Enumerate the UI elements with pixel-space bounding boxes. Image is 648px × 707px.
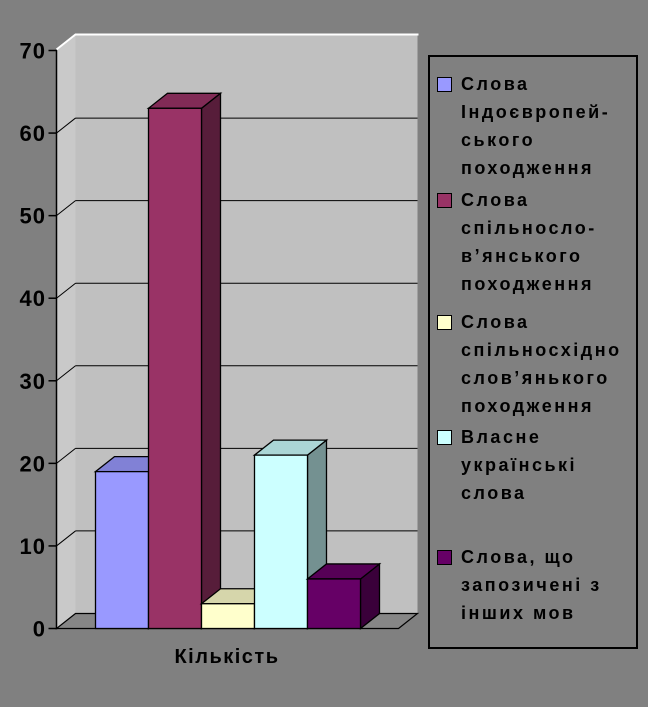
legend-label: Слова Індоєвропей- ського походження [461, 74, 611, 178]
bar-3-front [200, 603, 256, 630]
legend-swatch-series-5 [437, 550, 452, 565]
category-label: Кількість [174, 646, 279, 668]
legend-item: Слова спільносло- в’янського походження [437, 186, 597, 298]
gridline-side [56, 530, 76, 547]
gridline-side [56, 117, 76, 134]
legend: Слова Індоєвропей- ського походження Сло… [428, 55, 638, 649]
legend-item: Слова Індоєвропей- ського походження [437, 70, 610, 182]
bar-1-front [94, 470, 150, 630]
y-tick-label: 10 [20, 534, 46, 559]
legend-item: Слова, що запозичені з інших мов [437, 543, 602, 627]
legend-swatch-series-4 [437, 430, 452, 445]
gridline-side [56, 200, 76, 217]
gridline-side [56, 282, 76, 299]
legend-label: Слова спільносхідно слов’янького походже… [461, 312, 622, 416]
y-tick-label: 20 [20, 451, 46, 476]
bar-5-front [306, 578, 362, 630]
y-tick-label: 70 [20, 39, 46, 64]
gridline-side [56, 447, 76, 464]
y-tick-label: 60 [20, 121, 46, 146]
legend-swatch-series-3 [437, 315, 452, 330]
left-wall [56, 35, 76, 629]
legend-label: Слова спільносло- в’янського походження [461, 190, 597, 294]
bar-2-front [147, 107, 203, 630]
legend-item: Слова спільносхідно слов’янького походже… [437, 308, 622, 420]
wall-top-highlight [55, 33, 419, 51]
y-tick-label: 50 [20, 204, 46, 229]
legend-item: Власне українські слова [437, 423, 577, 507]
y-tick-label: 30 [20, 369, 46, 394]
gridline-side [56, 365, 76, 382]
y-tick-label: 40 [20, 286, 46, 311]
legend-swatch-series-1 [437, 77, 452, 92]
legend-swatch-series-2 [437, 193, 452, 208]
legend-label: Власне українські слова [461, 427, 578, 503]
y-tick-label: 0 [33, 617, 46, 642]
bar-4-front [253, 454, 309, 630]
bar-2-side [200, 91, 222, 630]
legend-label: Слова, що запозичені з інших мов [461, 547, 602, 623]
